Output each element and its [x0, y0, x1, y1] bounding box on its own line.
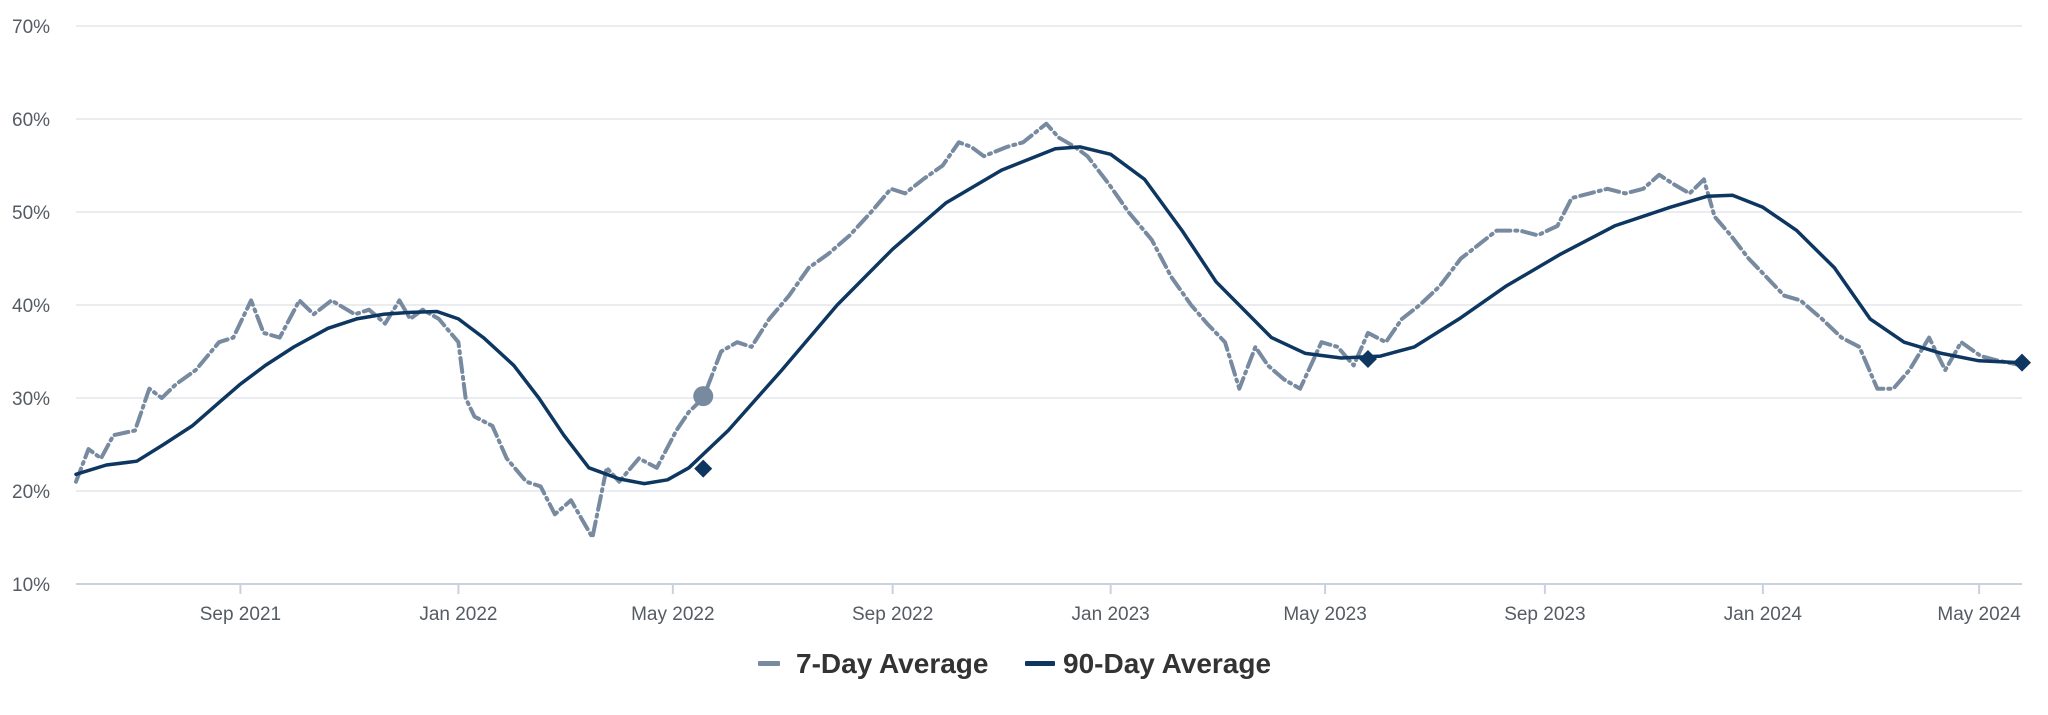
solid-line-icon — [1025, 661, 1055, 666]
x-tick-label: May 2023 — [1283, 604, 1366, 625]
legend-item-7-day[interactable]: 7-Day Average — [758, 648, 988, 679]
y-tick-label: 50% — [12, 203, 50, 224]
point-marker-diamond[interactable] — [2013, 353, 2031, 372]
point-marker-circle[interactable] — [693, 386, 714, 407]
series-line-90-day[interactable] — [74, 145, 2024, 486]
x-tick-label: Sep 2023 — [1504, 604, 1585, 625]
x-tick-label: Jan 2022 — [419, 604, 497, 625]
x-tick-label: Jan 2023 — [1072, 604, 1150, 625]
y-tick-label: 10% — [12, 575, 50, 596]
y-tick-label: 40% — [12, 296, 50, 317]
y-tick-label: 20% — [12, 482, 50, 503]
axes: 10% 20% 30% 40% 50% 60% 70% Sep 2021 Jan 2022 May… — [12, 17, 2022, 625]
dash-line-icon — [758, 661, 780, 666]
x-tick-label: May 2022 — [631, 604, 714, 625]
series-lines — [74, 121, 2024, 540]
legend-label-7-day: 7-Day Average — [796, 648, 988, 679]
x-tick-label: Sep 2021 — [200, 604, 281, 625]
legend: 7-Day Average 90-Day Average — [758, 648, 1271, 679]
y-tick-label: 70% — [12, 17, 50, 38]
series-line-7-day[interactable] — [74, 121, 2024, 540]
y-tick-label: 60% — [12, 110, 50, 131]
point-marker-diamond[interactable] — [694, 459, 713, 478]
point-marker-diamond[interactable] — [1358, 349, 1377, 368]
y-tick-label: 30% — [12, 389, 50, 410]
legend-label-90-day: 90-Day Average — [1063, 648, 1271, 679]
x-tick-label: May 2024 — [1937, 604, 2021, 625]
x-tick-label: Jan 2024 — [1724, 604, 1803, 625]
x-tick-label: Sep 2022 — [852, 604, 933, 625]
grid-lines — [76, 25, 2022, 492]
point-markers — [693, 349, 2031, 478]
legend-item-90-day[interactable]: 90-Day Average — [1025, 648, 1271, 679]
